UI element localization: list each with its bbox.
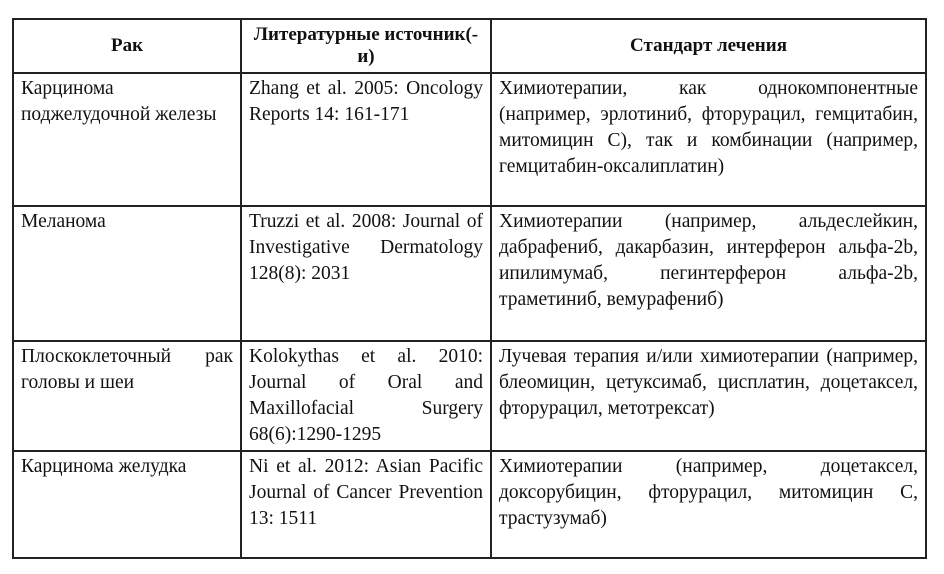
table-cell: Карцинома поджелудочной железы (12, 72, 242, 207)
treatment-table: Рак Литературные источник(-и) Стандарт леч… (12, 18, 927, 559)
table-row: Карцинома желудка Ni et al. 2012: Asian P… (12, 450, 927, 559)
table-cell: Карцинома желудка (12, 450, 242, 559)
header-cell: Литературные источник(-и) (240, 18, 492, 74)
table-row: Карцинома поджелудочной железы Zhang et a… (12, 72, 927, 207)
table-cell: Химиотерапии (например, альдеслейкин, да… (490, 205, 927, 342)
header-row: Рак Литературные источник(-и) Стандарт леч… (12, 18, 927, 74)
table-row: Меланома Truzzi et al. 2008: Journal of I… (12, 205, 927, 342)
table-cell: Zhang et al. 2005: Oncology Reports 14: … (240, 72, 492, 207)
table-cell: Kolokythas et al. 2010: Journal of Oral … (240, 340, 492, 452)
table-body: Карцинома поджелудочной железы Zhang et a… (12, 72, 927, 559)
table-cell: Химиотерапии (например, доцетаксел, докс… (490, 450, 927, 559)
table-cell: Плоскоклеточный рак головы и шеи (12, 340, 242, 452)
header-cell: Стандарт лечения (490, 18, 927, 74)
table-cell: Химиотерапии, как однокомпонентные (напр… (490, 72, 927, 207)
table-cell: Truzzi et al. 2008: Journal of Investiga… (240, 205, 492, 342)
header-cell: Рак (12, 18, 242, 74)
table-cell: Ni et al. 2012: Asian Pacific Journal of… (240, 450, 492, 559)
table-cell: Меланома (12, 205, 242, 342)
table-row: Плоскоклеточный рак головы и шеи Kolokyth… (12, 340, 927, 452)
table-cell: Лучевая терапия и/или химиотерапии (напр… (490, 340, 927, 452)
table-header: Рак Литературные источник(-и) Стандарт леч… (12, 18, 927, 74)
